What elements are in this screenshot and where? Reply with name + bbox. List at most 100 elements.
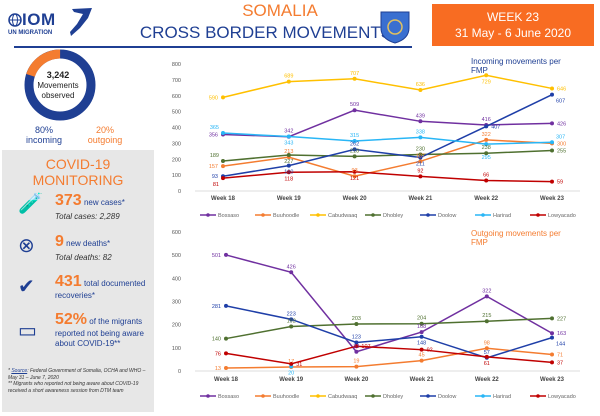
deaths-total: Total deaths: 82	[55, 253, 112, 262]
logo-subtext: UN MIGRATION	[8, 30, 53, 36]
awareness-number: 52%	[55, 311, 88, 328]
data-label: 729	[482, 79, 491, 85]
data-label: 163	[557, 331, 566, 337]
y-tick-label: 500	[172, 110, 181, 116]
data-point-lowyacado	[484, 354, 489, 359]
data-label: 31	[296, 362, 302, 368]
data-point-bossaso	[354, 349, 359, 354]
data-label: 13	[215, 366, 221, 372]
x-tick-label: Week 18	[214, 377, 239, 383]
series-line-dhobley	[225, 317, 553, 340]
series-line-bossaso	[225, 254, 553, 353]
legend-marker	[426, 394, 430, 398]
legend-marker	[371, 213, 375, 217]
x-tick-label: Week 23	[540, 377, 565, 383]
data-point-buuhoodle	[352, 174, 357, 179]
legend-label: Buuhoodle	[273, 394, 299, 400]
data-point-bossaso	[550, 331, 554, 336]
data-label: 71	[557, 353, 563, 359]
data-label: 157	[209, 164, 218, 170]
legend-label: Cabudwaaq	[328, 213, 357, 219]
data-point-dhobley	[550, 316, 554, 321]
data-point-doolow	[289, 317, 294, 322]
deaths-stat: 9 new deaths* Total deaths: 82	[55, 233, 153, 263]
data-label: 322	[482, 288, 491, 294]
data-label: 322	[482, 132, 491, 138]
data-label: 227	[557, 316, 566, 322]
person-board-icon: ▭	[18, 320, 37, 342]
legend-marker	[536, 213, 540, 217]
data-label: 439	[416, 113, 425, 119]
data-label: 426	[287, 264, 296, 270]
data-point-lowyacado	[550, 179, 554, 184]
source-text: : Federal Government of Somalia, OCHA an…	[8, 368, 146, 381]
y-tick-label: 0	[178, 189, 181, 195]
outgoing-pct: 20%	[95, 125, 114, 135]
x-tick-label: Week 20	[344, 377, 369, 383]
series-line-dhobley	[222, 149, 553, 162]
data-label: 61	[484, 361, 490, 367]
incoming-label: incoming	[25, 135, 63, 145]
series-line-harirad	[222, 132, 553, 145]
data-point-bossaso	[418, 119, 423, 124]
legend-marker	[426, 213, 430, 217]
data-label: 81	[213, 182, 219, 188]
data-label: 118	[284, 176, 293, 182]
data-label: 281	[212, 304, 221, 310]
data-label: 144	[556, 342, 565, 348]
data-point-lowyacado	[289, 361, 294, 366]
data-label: 66	[483, 173, 489, 179]
title-divider	[14, 46, 412, 48]
x-tick-label: Week 18	[211, 196, 236, 202]
data-label: 211	[416, 162, 425, 168]
data-point-dhobley	[418, 152, 423, 157]
data-label: 295	[482, 155, 491, 161]
outgoing-share: 20% outgoing	[80, 125, 130, 145]
legend-label: Lowyacado	[548, 394, 576, 400]
incoming-pct: 80%	[34, 125, 53, 135]
legend-marker	[481, 394, 485, 398]
data-point-doolow	[550, 335, 554, 340]
footnotes: * Source: Federal Government of Somalia,…	[8, 368, 146, 394]
data-label: 140	[212, 337, 221, 343]
series-line-doolow	[222, 93, 553, 177]
data-point-harirad	[418, 135, 423, 140]
data-point-harirad	[352, 138, 357, 143]
legend-marker	[536, 394, 540, 398]
incoming-share: 80% incoming	[24, 125, 64, 145]
data-label: 218	[350, 148, 359, 154]
data-label: 227	[284, 159, 293, 165]
data-point-bossaso	[550, 121, 554, 126]
data-point-lowyacado	[418, 174, 423, 179]
data-label: 215	[482, 313, 491, 319]
data-point-lowyacado	[550, 360, 554, 365]
donut-center: 3,242 Movements observed	[30, 70, 86, 101]
data-point-bossaso	[419, 330, 424, 335]
data-label: 223	[287, 311, 296, 317]
y-tick-label: 500	[172, 253, 181, 259]
covid-panel	[2, 150, 154, 412]
data-label: 83	[353, 344, 359, 350]
data-point-bossaso	[289, 270, 294, 275]
data-label: 17	[288, 359, 294, 365]
test-tube-virus-icon: 🧪	[18, 193, 43, 215]
legend-label: Bossaso	[218, 213, 239, 219]
data-label: 19	[353, 359, 359, 365]
x-tick-label: Week 22	[474, 196, 499, 202]
data-point-dhobley	[289, 324, 294, 329]
data-point-cabudwaaq	[484, 73, 489, 78]
globe-icon	[8, 13, 22, 27]
week-banner: WEEK 23 31 May - 6 June 2020	[432, 4, 594, 46]
data-label: 356	[209, 132, 218, 138]
person-death-icon: ⊗	[18, 235, 35, 257]
data-point-buuhoodle	[550, 352, 554, 357]
footnote-awareness: ** Migrants who reported not being aware…	[8, 381, 139, 394]
series-line-buuhoodle	[225, 347, 553, 369]
data-label: 107	[361, 344, 370, 350]
recoveries-stat: 431 total documented recoveries*	[55, 273, 153, 301]
y-tick-label: 0	[178, 369, 181, 375]
data-point-cabudwaaq	[550, 86, 554, 91]
legend-label: Cabudwaaq	[328, 394, 357, 400]
source-link[interactable]: Source	[11, 368, 28, 374]
data-point-buuhoodle	[484, 346, 489, 351]
